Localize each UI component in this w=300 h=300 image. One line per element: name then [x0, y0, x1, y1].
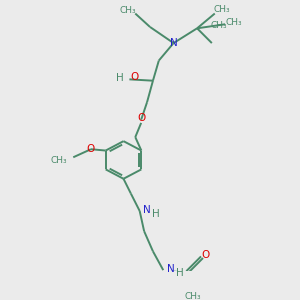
Text: N: N [167, 264, 175, 274]
Text: CH₃: CH₃ [50, 156, 67, 165]
Text: N: N [143, 205, 151, 215]
Text: O: O [202, 250, 210, 260]
Text: CH₃: CH₃ [120, 6, 136, 15]
Text: H: H [176, 268, 183, 278]
Text: O: O [86, 144, 94, 154]
Text: CH₃: CH₃ [184, 292, 201, 300]
Text: CH₃: CH₃ [226, 18, 242, 27]
Text: O: O [131, 72, 139, 82]
Text: CH₃: CH₃ [214, 5, 230, 14]
Text: N: N [170, 38, 177, 48]
Text: H: H [152, 209, 160, 219]
Text: CH₃: CH₃ [211, 21, 227, 30]
Text: H: H [116, 73, 124, 83]
Text: O: O [138, 113, 146, 123]
